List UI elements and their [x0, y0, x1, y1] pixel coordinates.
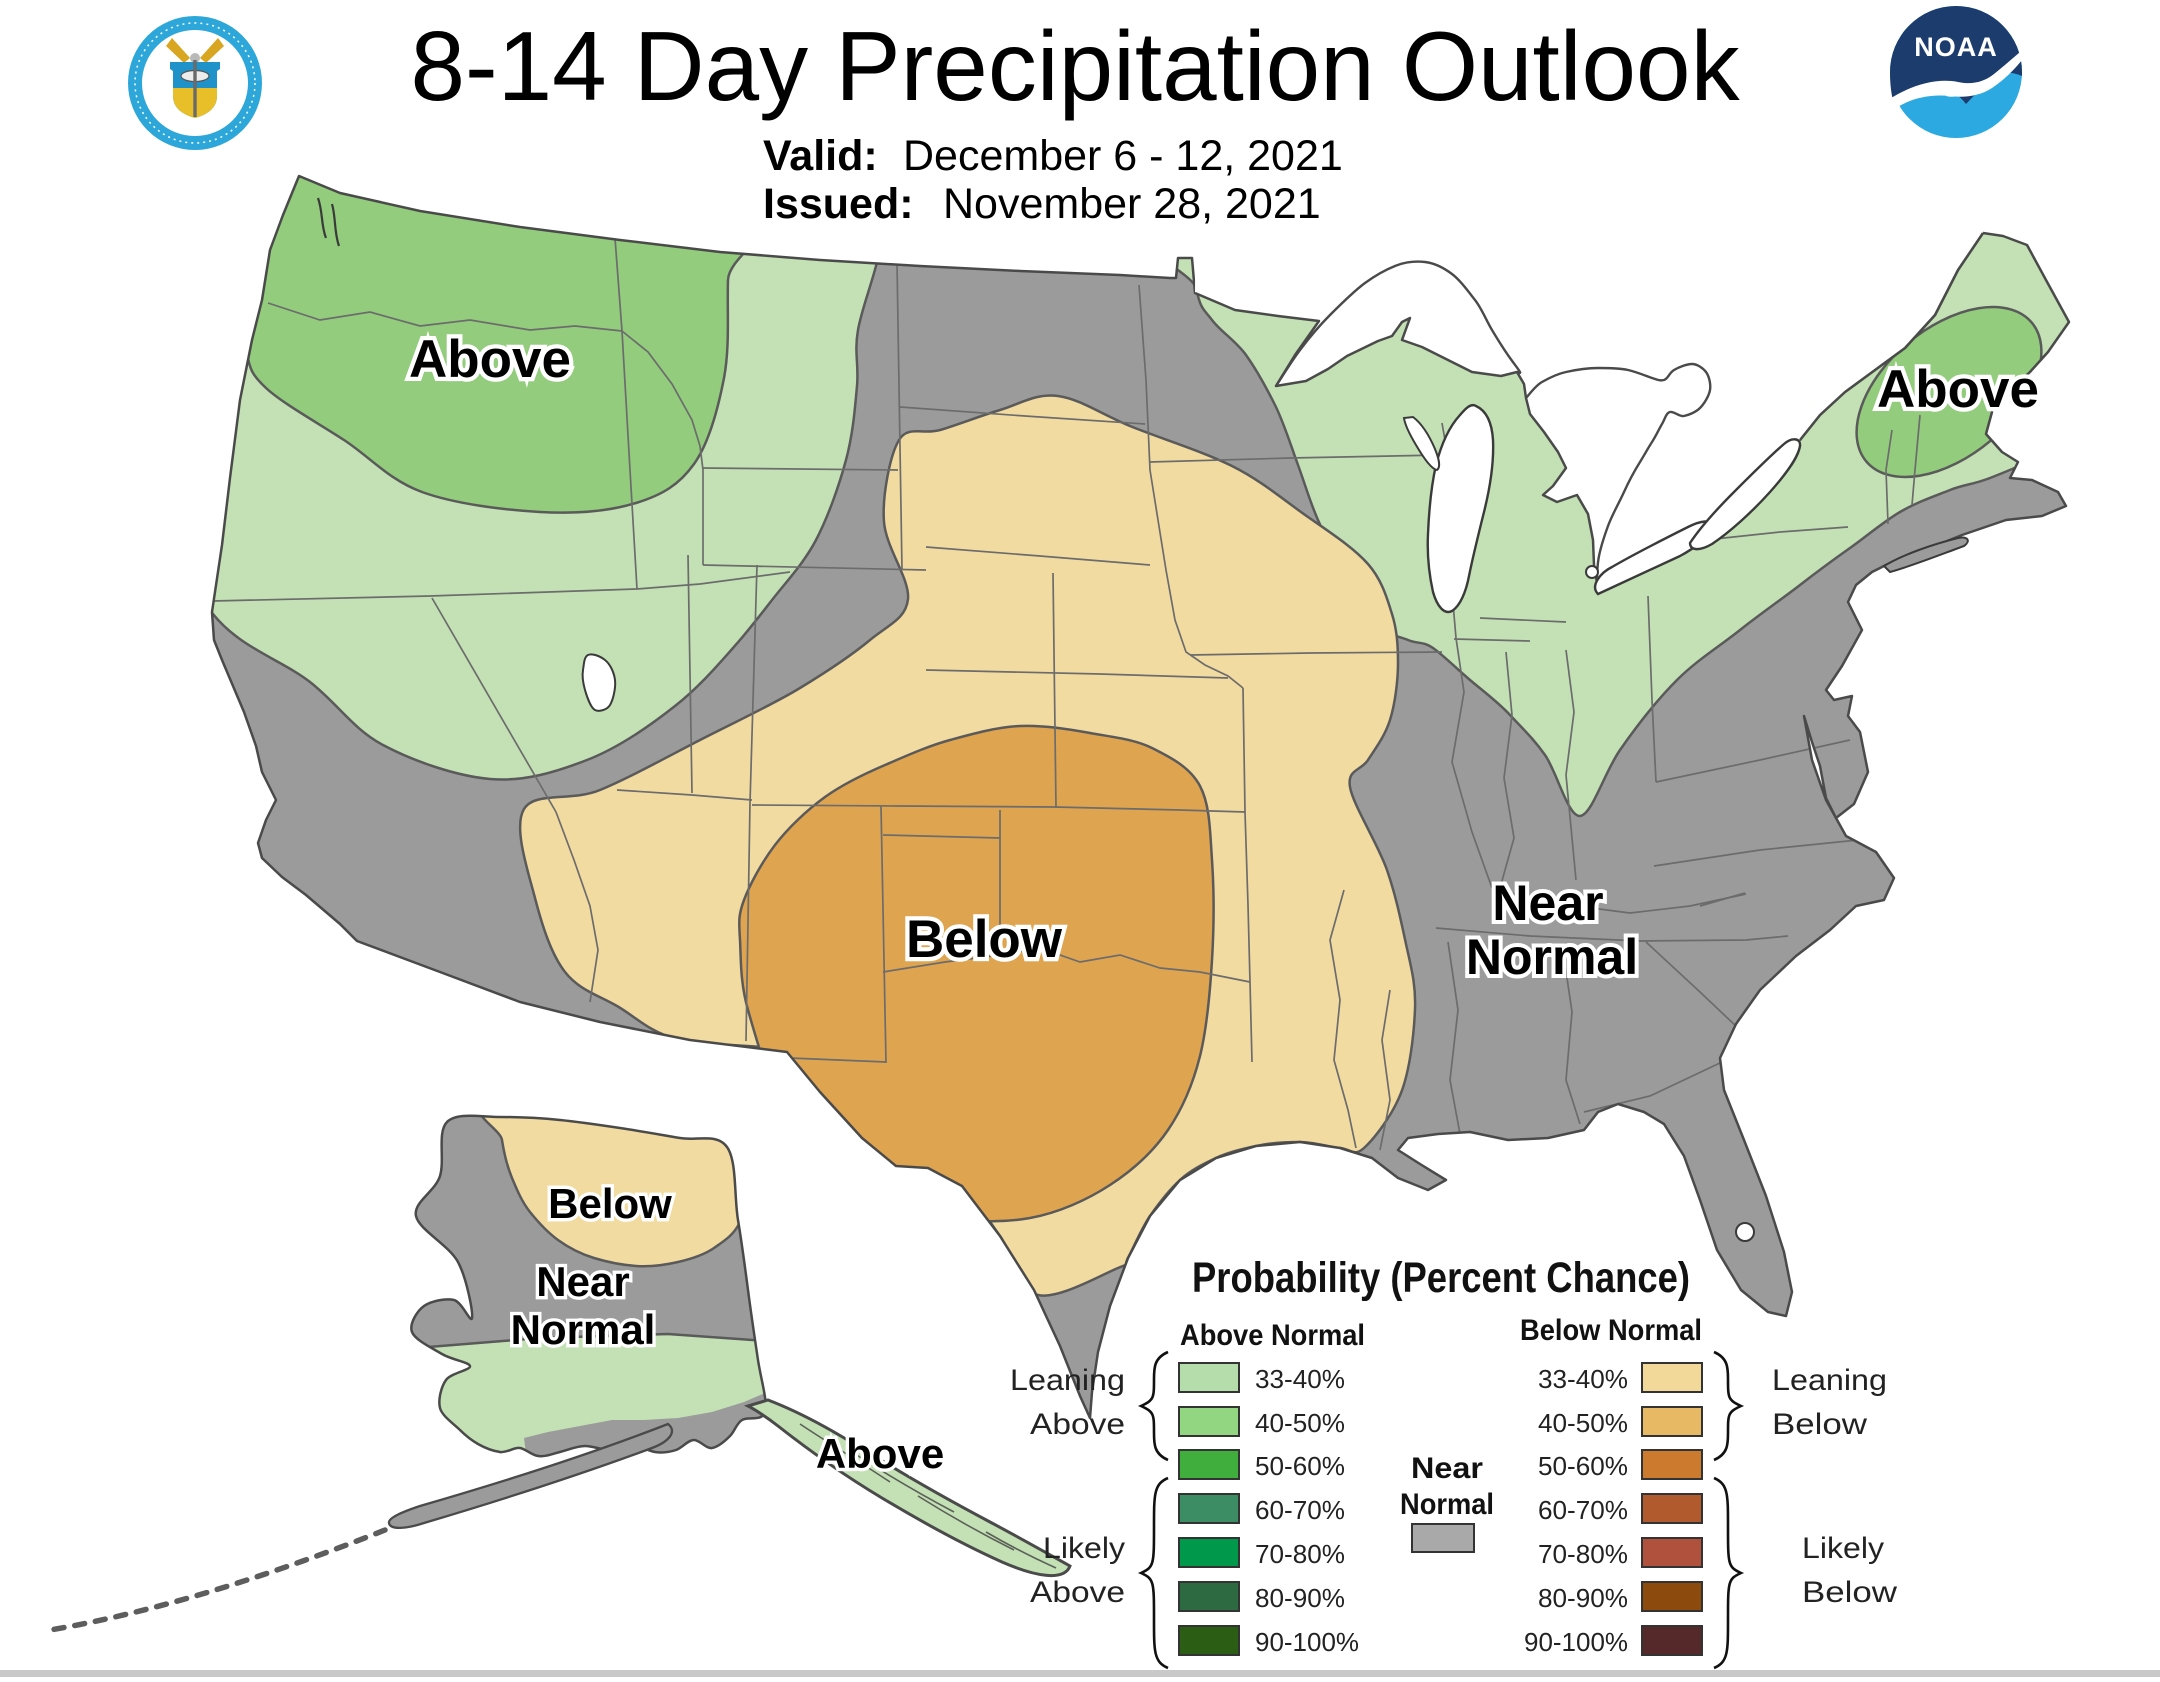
svg-text:Normal: Normal	[1400, 1488, 1494, 1521]
svg-text:50-60%: 50-60%	[1538, 1451, 1628, 1481]
svg-text:Above: Above	[409, 330, 571, 389]
svg-text:90-100%: 90-100%	[1255, 1627, 1359, 1657]
svg-text:Above: Above	[1030, 1408, 1125, 1441]
svg-text:Normal: Normal	[1466, 929, 1638, 985]
svg-text:Near: Near	[536, 1258, 629, 1305]
svg-text:90-100%: 90-100%	[1524, 1627, 1628, 1657]
svg-text:80-90%: 80-90%	[1538, 1583, 1628, 1613]
svg-text:Below: Below	[548, 1180, 672, 1227]
svg-text:Below: Below	[1772, 1408, 1867, 1441]
svg-text:Issued:: Issued:	[763, 180, 914, 228]
svg-text:40-50%: 40-50%	[1538, 1408, 1628, 1438]
svg-text:Below: Below	[906, 910, 1063, 969]
svg-text:33-40%: 33-40%	[1255, 1364, 1345, 1394]
svg-text:Likely: Likely	[1043, 1532, 1125, 1565]
svg-text:Below: Below	[1802, 1576, 1897, 1609]
svg-text:Probability (Percent Chance): Probability (Percent Chance)	[1192, 1254, 1690, 1302]
svg-text:Likely: Likely	[1802, 1532, 1884, 1565]
svg-text:November 28, 2021: November 28, 2021	[943, 180, 1321, 228]
svg-text:60-70%: 60-70%	[1255, 1495, 1345, 1525]
svg-text:Valid:: Valid:	[763, 132, 878, 180]
svg-text:50-60%: 50-60%	[1255, 1451, 1345, 1481]
svg-text:8-14 Day Precipitation Outlook: 8-14 Day Precipitation Outlook	[410, 11, 1740, 121]
svg-text:Below Normal: Below Normal	[1520, 1314, 1702, 1347]
svg-text:80-90%: 80-90%	[1255, 1583, 1345, 1613]
svg-text:70-80%: 70-80%	[1538, 1539, 1628, 1569]
svg-text:40-50%: 40-50%	[1255, 1408, 1345, 1438]
svg-text:Normal: Normal	[511, 1306, 656, 1353]
svg-text:Leaning: Leaning	[1772, 1364, 1887, 1397]
svg-text:Near: Near	[1492, 875, 1603, 931]
svg-text:Leaning: Leaning	[1010, 1364, 1125, 1397]
svg-text:Near: Near	[1411, 1452, 1483, 1485]
svg-text:Above: Above	[1877, 360, 2039, 419]
svg-text:NOAA: NOAA	[1914, 32, 1998, 62]
svg-text:Above: Above	[1030, 1576, 1125, 1609]
svg-text:December 6 - 12, 2021: December 6 - 12, 2021	[903, 132, 1343, 180]
svg-text:33-40%: 33-40%	[1538, 1364, 1628, 1394]
svg-text:Above Normal: Above Normal	[1180, 1319, 1365, 1352]
svg-text:Above: Above	[816, 1430, 944, 1477]
svg-text:70-80%: 70-80%	[1255, 1539, 1345, 1569]
svg-text:60-70%: 60-70%	[1538, 1495, 1628, 1525]
